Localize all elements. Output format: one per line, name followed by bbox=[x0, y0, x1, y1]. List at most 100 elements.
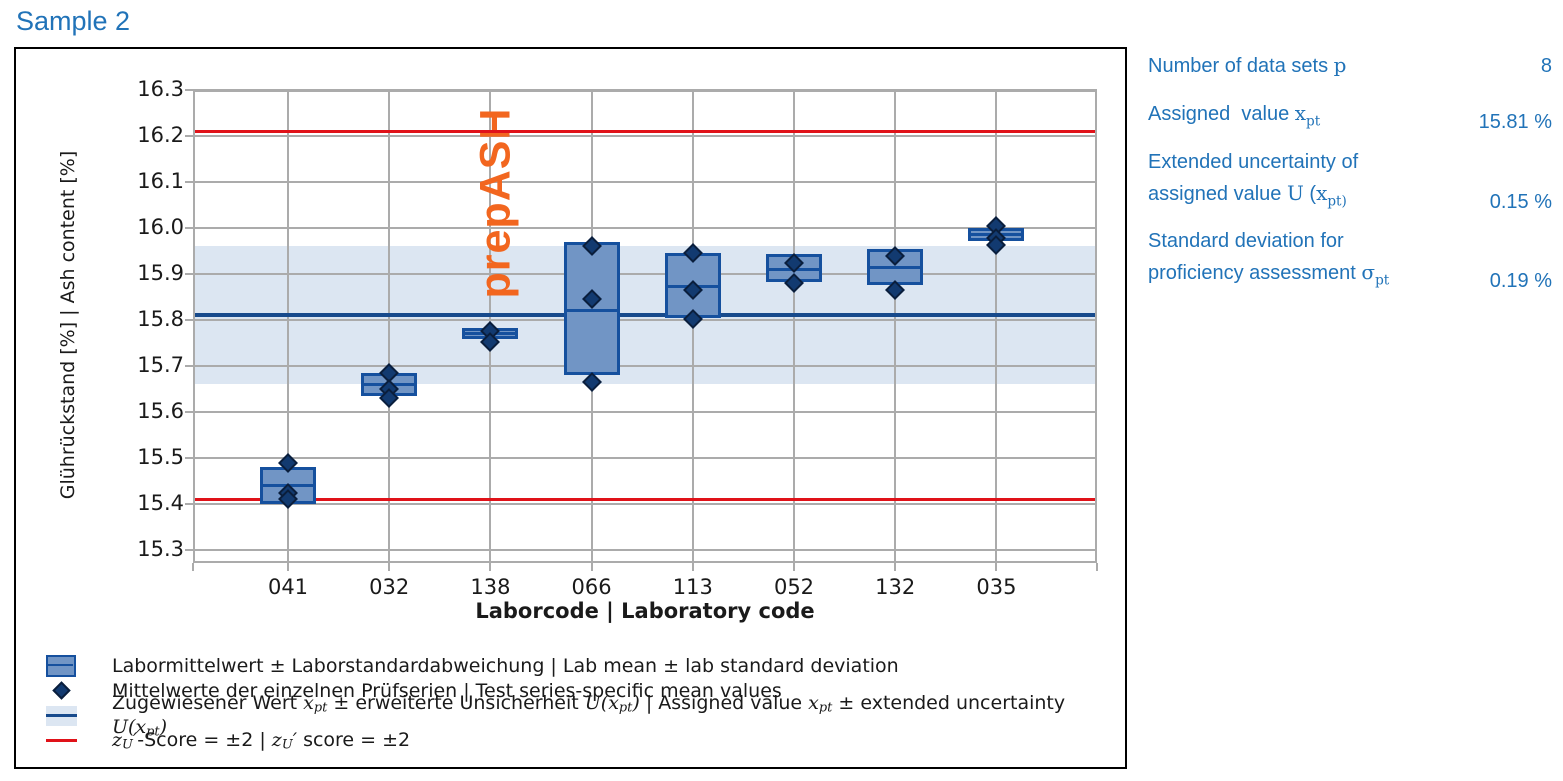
y-tick-label: 15.3 bbox=[137, 537, 184, 561]
gridline-horizontal bbox=[193, 411, 1097, 413]
legend-row: Mittelwerte der einzelnen Prüfserien | T… bbox=[44, 678, 1114, 703]
text-segment: Assigned value bbox=[1148, 103, 1295, 125]
y-tick-label: 15.7 bbox=[137, 353, 184, 377]
x-tick bbox=[287, 563, 289, 571]
text-segment: Zugewiesener Wert bbox=[112, 691, 304, 714]
text-segment: z bbox=[112, 728, 123, 751]
info-label: Standard deviation for bbox=[1148, 226, 1552, 257]
lab-mean-line bbox=[870, 265, 921, 269]
text-segment: x bbox=[303, 691, 314, 714]
gridline-horizontal bbox=[193, 457, 1097, 459]
text-segment: proficiency assessment bbox=[1148, 262, 1362, 284]
y-tick bbox=[185, 457, 193, 459]
legend: Labormittelwert ± Laborstandardabweichun… bbox=[44, 653, 1114, 753]
text-segment: pt bbox=[618, 700, 633, 716]
legend-symbol-redline-icon bbox=[44, 739, 78, 742]
text-segment: σ bbox=[1361, 260, 1376, 284]
text-segment: x bbox=[135, 715, 147, 738]
y-tick-label: 16.1 bbox=[137, 169, 184, 193]
gridline-horizontal bbox=[193, 319, 1097, 321]
y-tick-label: 15.4 bbox=[137, 491, 184, 515]
text-segment: pt) bbox=[1327, 193, 1347, 210]
text-segment: x bbox=[1316, 181, 1328, 205]
x-tick-label: 113 bbox=[672, 575, 713, 599]
gridline-horizontal bbox=[193, 365, 1097, 367]
text-segment: ( bbox=[600, 691, 609, 714]
info-label: Assigned value xpt bbox=[1148, 98, 1552, 138]
text-segment: U bbox=[584, 691, 601, 714]
legend-row: zU′-Score = ±2 | zU′ score = ±2 bbox=[44, 728, 1114, 753]
text-segment: ) bbox=[632, 691, 640, 714]
text-segment: p bbox=[1333, 53, 1347, 77]
y-tick bbox=[185, 503, 193, 505]
text-segment: assigned value bbox=[1148, 183, 1287, 205]
x-tick bbox=[793, 563, 795, 571]
gridline-vertical bbox=[388, 90, 391, 563]
y-tick bbox=[185, 227, 193, 229]
gridline-horizontal bbox=[193, 227, 1097, 229]
text-segment: x bbox=[1294, 101, 1307, 125]
info-value: 0.19 % bbox=[1489, 269, 1552, 292]
y-tick bbox=[185, 135, 193, 137]
info-label: Extended uncertainty of bbox=[1148, 147, 1552, 178]
x-tick-label: 066 bbox=[571, 575, 612, 599]
y-tick bbox=[185, 181, 193, 183]
y-tick-label: 16.3 bbox=[137, 77, 184, 101]
text-segment: U bbox=[1286, 181, 1304, 205]
gridline-vertical bbox=[995, 90, 998, 563]
gridline-vertical bbox=[894, 90, 897, 563]
legend-symbol-band-icon bbox=[44, 705, 78, 726]
gridline-horizontal bbox=[193, 273, 1097, 275]
info-panel: Number of data sets p 8 Assigned value xpt… bbox=[1148, 0, 1552, 400]
x-tick-label: 052 bbox=[773, 575, 815, 599]
legend-label: zU′-Score = ±2 | zU′ score = ±2 bbox=[112, 729, 410, 753]
text-segment: x bbox=[608, 691, 619, 714]
page-title: Sample 2 bbox=[16, 6, 131, 36]
y-tick-label: 16.0 bbox=[137, 215, 184, 239]
legend-symbol-diamond-icon bbox=[44, 681, 78, 700]
x-tick-edge bbox=[1096, 563, 1098, 571]
x-tick-label: 132 bbox=[875, 575, 916, 599]
text-segment: ′ bbox=[132, 728, 138, 751]
y-tick-label: 15.9 bbox=[137, 261, 184, 285]
z-score-line-lower bbox=[193, 497, 1097, 501]
y-tick bbox=[185, 319, 193, 321]
lab-mean-line bbox=[566, 309, 617, 313]
x-tick-label: 032 bbox=[369, 575, 410, 599]
y-tick-label: 15.6 bbox=[137, 399, 184, 423]
y-tick-label: 15.5 bbox=[137, 445, 184, 469]
legend-label: Labormittelwert ± Laborstandardabweichun… bbox=[112, 655, 899, 677]
plot-area: 16.3 16.2 16.1 16.0 15.9 15.8 15.7 15.6 15.5 15.4… bbox=[16, 49, 1125, 767]
x-tick bbox=[590, 563, 593, 571]
text-segment: -Score = ±2 | bbox=[137, 728, 272, 751]
y-tick-label: 16.2 bbox=[137, 123, 184, 147]
gridline-vertical bbox=[287, 90, 289, 563]
x-tick bbox=[489, 563, 492, 571]
assigned-value-line bbox=[193, 313, 1097, 318]
text-segment: Standard deviation for bbox=[1148, 230, 1344, 252]
info-value: 15.81 % bbox=[1478, 110, 1552, 133]
text-segment: Labormittelwert ± Laborstandardabweichun… bbox=[112, 654, 899, 677]
text-segment: ± extended uncertainty bbox=[832, 691, 1072, 714]
y-tick bbox=[185, 411, 193, 413]
info-value: 0.15 % bbox=[1489, 190, 1552, 213]
text-segment: pt bbox=[313, 700, 328, 716]
legend-row: Labormittelwert ± Laborstandardabweichun… bbox=[44, 653, 1114, 678]
gridline-horizontal bbox=[193, 503, 1097, 505]
text-segment: | Assigned value bbox=[639, 691, 809, 714]
info-label: Number of data sets p bbox=[1148, 50, 1552, 82]
text-segment: ′ bbox=[292, 728, 298, 751]
x-tick bbox=[388, 563, 391, 571]
info-row: Standard deviation for proficiency assess… bbox=[1148, 226, 1552, 297]
text-segment: Mittelwerte der einzelnen Prüfserien | T… bbox=[112, 679, 782, 702]
x-tick bbox=[894, 563, 897, 571]
text-segment: Number of data sets bbox=[1148, 55, 1334, 77]
legend-row: Zugewiesener Wert xpt ± erweiterte Unsic… bbox=[44, 692, 1114, 739]
gridline-horizontal bbox=[193, 89, 1097, 91]
text-segment: U bbox=[122, 737, 133, 753]
y-tick-label: 15.8 bbox=[137, 307, 184, 331]
x-tick-label: 138 bbox=[470, 575, 511, 599]
x-tick bbox=[691, 563, 694, 571]
chart-frame: Glührückstand [%] | Ash content [%] 16.3… bbox=[14, 47, 1127, 769]
